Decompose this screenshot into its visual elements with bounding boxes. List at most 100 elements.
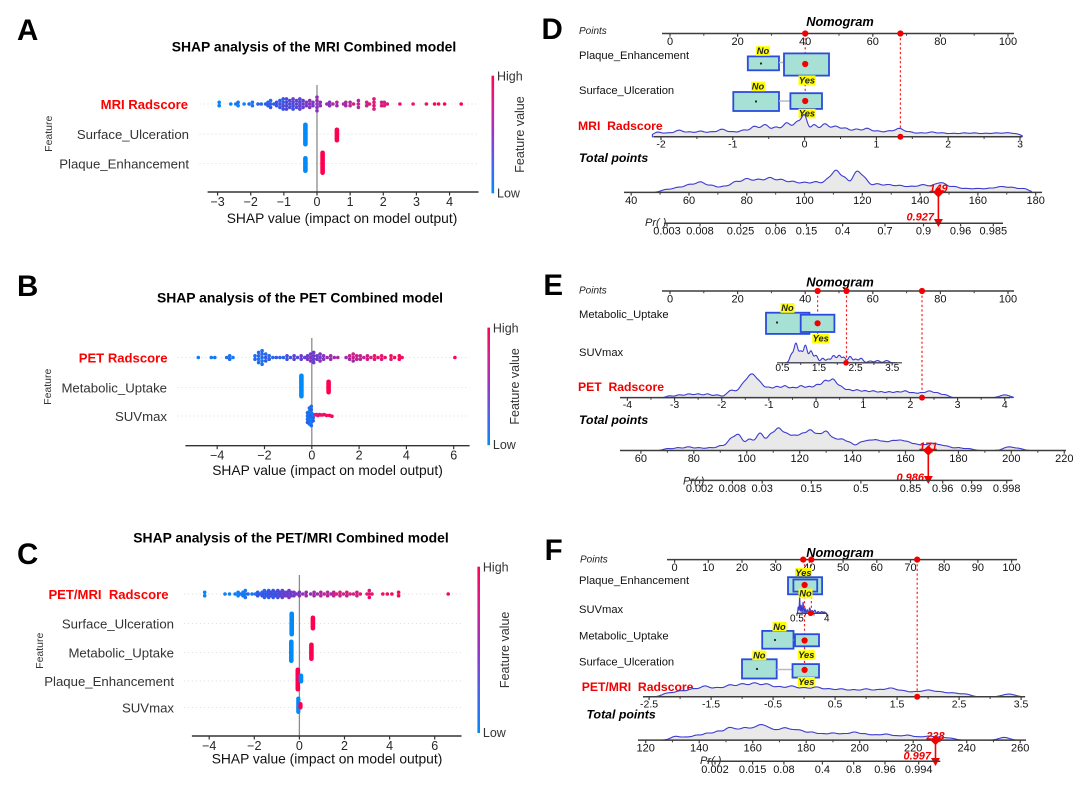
- svg-text:Total points: Total points: [587, 708, 656, 722]
- svg-text:2.5: 2.5: [849, 363, 863, 374]
- svg-text:Points: Points: [580, 555, 608, 566]
- svg-text:SHAP value (impact on model ou: SHAP value (impact on model output): [212, 752, 443, 767]
- svg-text:-2: -2: [717, 399, 726, 411]
- svg-text:120: 120: [853, 195, 871, 207]
- svg-text:4: 4: [386, 739, 393, 753]
- svg-text:Feature value: Feature value: [513, 96, 527, 172]
- svg-text:30: 30: [770, 562, 782, 574]
- svg-text:40: 40: [799, 36, 811, 48]
- svg-text:0.7: 0.7: [877, 226, 892, 238]
- svg-text:B: B: [17, 270, 38, 303]
- svg-text:0.96: 0.96: [874, 764, 895, 776]
- svg-text:0.015: 0.015: [739, 764, 767, 776]
- svg-text:Yes: Yes: [798, 650, 814, 660]
- svg-text:MRI Radscore: MRI Radscore: [578, 119, 663, 133]
- svg-text:20: 20: [731, 294, 743, 306]
- svg-text:SUVmax: SUVmax: [579, 604, 624, 616]
- svg-text:−1: −1: [277, 195, 291, 209]
- svg-text:0: 0: [667, 294, 673, 306]
- svg-text:Surface_Ulceration: Surface_Ulceration: [77, 127, 189, 142]
- svg-text:High: High: [483, 561, 509, 575]
- svg-text:Feature: Feature: [43, 115, 55, 151]
- svg-text:140: 140: [911, 195, 929, 207]
- svg-text:0.4: 0.4: [815, 764, 830, 776]
- svg-text:160: 160: [744, 743, 762, 755]
- svg-text:Plaque_Enhancement: Plaque_Enhancement: [59, 157, 189, 172]
- svg-text:Surface_Ulceration: Surface_Ulceration: [62, 617, 174, 632]
- svg-text:Surface_Ulceration: Surface_Ulceration: [579, 657, 674, 669]
- svg-text:No: No: [773, 622, 786, 632]
- svg-text:0.96: 0.96: [950, 226, 971, 238]
- svg-text:0: 0: [667, 36, 673, 48]
- svg-text:0: 0: [813, 399, 819, 411]
- svg-text:6: 6: [431, 739, 438, 753]
- svg-text:No: No: [752, 82, 765, 92]
- svg-text:0.5: 0.5: [828, 698, 843, 710]
- svg-text:Metabolic_Uptake: Metabolic_Uptake: [68, 646, 174, 661]
- svg-text:Points: Points: [579, 26, 607, 37]
- svg-text:140: 140: [843, 453, 861, 465]
- svg-text:70: 70: [904, 562, 916, 574]
- svg-text:-2: -2: [656, 138, 665, 150]
- svg-text:-2.5: -2.5: [640, 698, 658, 710]
- svg-text:0.025: 0.025: [727, 226, 755, 238]
- svg-text:0.96: 0.96: [932, 483, 953, 495]
- svg-text:0.002: 0.002: [701, 764, 729, 776]
- svg-text:100: 100: [795, 195, 813, 207]
- svg-text:-1: -1: [764, 399, 773, 411]
- svg-text:SHAP analysis of the PET Combi: SHAP analysis of the PET Combined model: [157, 290, 443, 306]
- svg-text:60: 60: [683, 195, 695, 207]
- svg-text:180: 180: [1026, 195, 1044, 207]
- svg-text:-1: -1: [728, 138, 737, 150]
- svg-text:3.5: 3.5: [885, 363, 899, 374]
- svg-text:120: 120: [637, 743, 655, 755]
- svg-text:No: No: [753, 651, 766, 661]
- svg-text:3.5: 3.5: [1014, 698, 1029, 710]
- svg-text:240: 240: [958, 743, 976, 755]
- svg-text:0: 0: [296, 739, 303, 753]
- svg-text:SHAP value (impact on model ou: SHAP value (impact on model output): [212, 463, 443, 478]
- svg-text:Yes: Yes: [799, 109, 815, 119]
- svg-text:−2: −2: [257, 449, 271, 463]
- svg-text:PET Radscore: PET Radscore: [79, 351, 168, 366]
- svg-text:1: 1: [860, 399, 866, 411]
- svg-text:80: 80: [934, 294, 946, 306]
- svg-text:Feature value: Feature value: [498, 612, 512, 688]
- svg-text:0.998: 0.998: [993, 483, 1021, 495]
- svg-text:0.994: 0.994: [905, 764, 933, 776]
- svg-text:PET/MRI Radscore: PET/MRI Radscore: [582, 680, 694, 694]
- svg-text:C: C: [17, 538, 38, 571]
- svg-text:4: 4: [446, 195, 453, 209]
- svg-text:220: 220: [904, 743, 922, 755]
- svg-text:1: 1: [873, 138, 879, 150]
- svg-text:80: 80: [934, 36, 946, 48]
- svg-text:260: 260: [1011, 743, 1029, 755]
- svg-text:0.5: 0.5: [853, 483, 868, 495]
- svg-text:Low: Low: [483, 726, 507, 740]
- svg-text:2: 2: [356, 449, 363, 463]
- svg-text:Plaque_Enhancement: Plaque_Enhancement: [579, 575, 690, 587]
- svg-text:3: 3: [955, 399, 961, 411]
- svg-text:10: 10: [702, 562, 714, 574]
- svg-text:Feature: Feature: [42, 368, 54, 404]
- svg-text:120: 120: [790, 453, 808, 465]
- svg-text:0: 0: [308, 449, 315, 463]
- svg-text:Nomogram: Nomogram: [806, 275, 874, 290]
- svg-text:6: 6: [450, 449, 457, 463]
- svg-text:−2: −2: [247, 739, 261, 753]
- svg-text:Yes: Yes: [799, 75, 815, 85]
- svg-text:0.9: 0.9: [916, 226, 931, 238]
- svg-text:50: 50: [837, 562, 849, 574]
- svg-text:2: 2: [907, 399, 913, 411]
- svg-text:140: 140: [690, 743, 708, 755]
- svg-text:100: 100: [999, 294, 1017, 306]
- svg-text:0.15: 0.15: [796, 226, 817, 238]
- svg-text:0.5: 0.5: [790, 613, 804, 624]
- svg-text:Yes: Yes: [798, 677, 814, 687]
- svg-text:D: D: [542, 13, 563, 46]
- svg-text:4: 4: [1002, 399, 1008, 411]
- svg-text:80: 80: [938, 562, 950, 574]
- svg-text:1: 1: [347, 195, 354, 209]
- svg-text:0.002: 0.002: [686, 483, 714, 495]
- svg-text:PET/MRI Radscore: PET/MRI Radscore: [48, 587, 168, 602]
